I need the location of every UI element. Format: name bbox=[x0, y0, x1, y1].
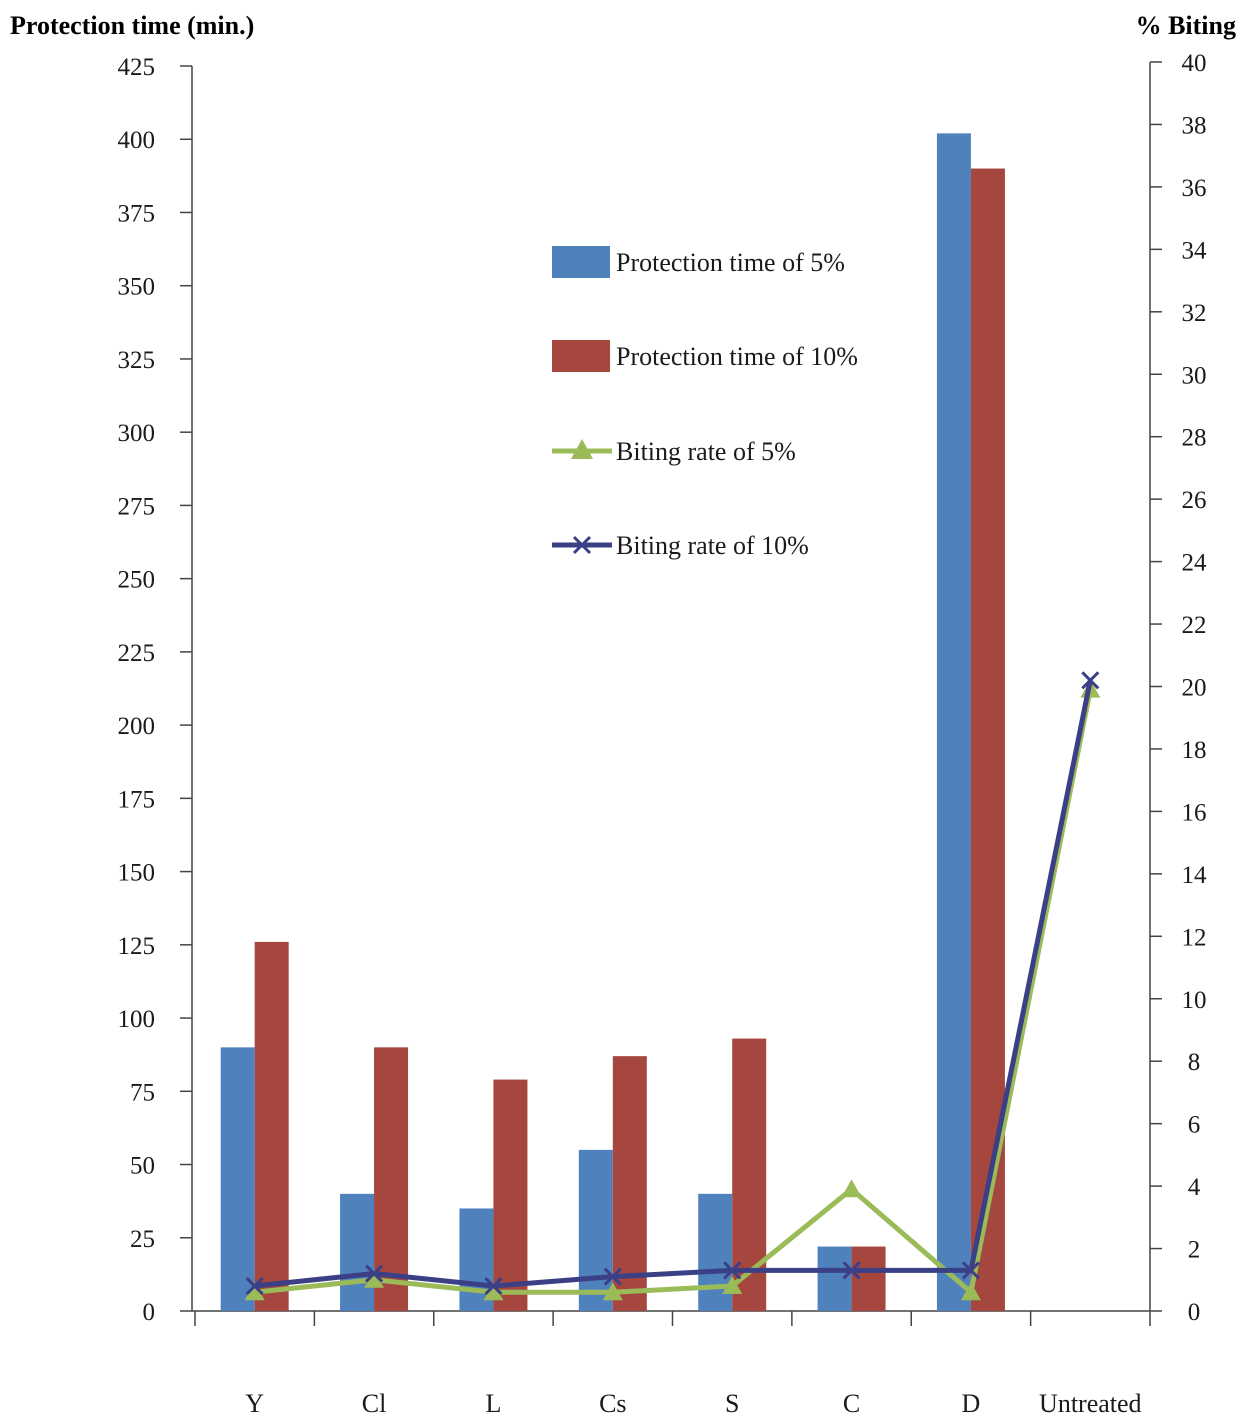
bar bbox=[817, 1246, 852, 1311]
bar bbox=[220, 1047, 255, 1311]
axes: 0255075100125150175200225250275300325350… bbox=[118, 50, 1208, 1418]
triangle-marker bbox=[483, 1282, 504, 1301]
y-right-tick-label: 28 bbox=[1182, 425, 1207, 452]
x-category-label: S bbox=[725, 1389, 739, 1418]
x-marker bbox=[245, 1276, 264, 1296]
legend-swatch bbox=[552, 246, 610, 278]
y-right-tick-label: 4 bbox=[1188, 1174, 1201, 1201]
legend-x-marker bbox=[572, 535, 592, 555]
y-right-tick-label: 8 bbox=[1188, 1049, 1201, 1076]
x-marker bbox=[723, 1261, 742, 1280]
legend: Protection time of 5% Protection time of … bbox=[552, 246, 858, 560]
x-marker bbox=[365, 1264, 384, 1283]
y-left-axis-title: Protection time (min.) bbox=[10, 11, 254, 40]
y-left-tick-label: 25 bbox=[130, 1226, 155, 1253]
bar bbox=[374, 1047, 409, 1311]
y-left-tick-label: 425 bbox=[118, 54, 156, 81]
y-right-tick-label: 36 bbox=[1182, 175, 1207, 202]
bar bbox=[340, 1193, 375, 1311]
y-right-tick-label: 26 bbox=[1182, 487, 1207, 514]
y-left-tick-label: 200 bbox=[118, 713, 156, 740]
lines bbox=[244, 671, 1101, 1301]
y-left-tick-label: 275 bbox=[118, 493, 156, 520]
y-left-tick-label: 350 bbox=[118, 274, 156, 301]
x-category-label: Y bbox=[245, 1389, 264, 1418]
bars bbox=[220, 133, 1005, 1311]
legend-label: Protection time of 5% bbox=[616, 248, 845, 277]
y-left-tick-label: 225 bbox=[118, 640, 156, 667]
x-category-label: Untreated bbox=[1039, 1389, 1142, 1418]
triangle-marker bbox=[841, 1179, 862, 1198]
triangle-marker bbox=[960, 1282, 981, 1301]
x-marker bbox=[961, 1261, 980, 1280]
bar bbox=[254, 941, 289, 1311]
y-right-tick-label: 30 bbox=[1182, 362, 1207, 389]
bar bbox=[578, 1149, 613, 1311]
y-left-tick-label: 125 bbox=[118, 933, 156, 960]
triangle-marker bbox=[364, 1269, 385, 1288]
bar bbox=[851, 1246, 886, 1311]
x-category-label: Cs bbox=[599, 1389, 626, 1418]
y-right-tick-label: 34 bbox=[1182, 237, 1208, 264]
y-left-tick-label: 375 bbox=[118, 200, 156, 227]
x-marker bbox=[1081, 671, 1100, 690]
y-left-tick-label: 400 bbox=[118, 127, 156, 154]
y-right-tick-label: 16 bbox=[1182, 799, 1207, 826]
x-category-label: L bbox=[485, 1389, 501, 1418]
legend-label: Biting rate of 10% bbox=[616, 531, 809, 560]
y-left-tick-label: 150 bbox=[118, 860, 156, 887]
y-right-tick-label: 6 bbox=[1188, 1112, 1201, 1139]
y-left-tick-label: 100 bbox=[118, 1006, 156, 1033]
y-left-tick-label: 75 bbox=[130, 1079, 155, 1106]
y-right-tick-label: 10 bbox=[1182, 987, 1207, 1014]
y-right-tick-label: 32 bbox=[1182, 300, 1207, 327]
y-left-tick-label: 250 bbox=[118, 567, 156, 594]
triangle-marker bbox=[602, 1282, 623, 1301]
legend-label: Biting rate of 5% bbox=[616, 437, 796, 466]
y-left-tick-label: 50 bbox=[130, 1153, 155, 1180]
triangle-marker bbox=[722, 1276, 743, 1295]
series-line bbox=[254, 679, 1093, 1289]
triangle-marker bbox=[244, 1282, 265, 1301]
y-left-tick-label: 300 bbox=[118, 420, 156, 447]
y-right-tick-label: 2 bbox=[1188, 1237, 1201, 1264]
legend-label: Protection time of 10% bbox=[616, 342, 858, 371]
x-marker bbox=[603, 1267, 622, 1286]
y-left-tick-label: 0 bbox=[143, 1299, 156, 1326]
y-left-tick-label: 325 bbox=[118, 347, 156, 374]
x-marker bbox=[484, 1276, 503, 1296]
y-right-tick-label: 12 bbox=[1182, 924, 1207, 951]
x-category-label: C bbox=[843, 1389, 860, 1418]
legend-triangle-marker bbox=[571, 439, 593, 459]
y-right-tick-label: 22 bbox=[1182, 612, 1207, 639]
x-category-label: D bbox=[962, 1389, 981, 1418]
legend-swatch bbox=[552, 340, 610, 372]
bar bbox=[493, 1079, 528, 1311]
y-right-axis-title: % Biting bbox=[1136, 11, 1236, 40]
bar bbox=[936, 133, 971, 1311]
bar bbox=[612, 1056, 647, 1311]
y-right-tick-label: 14 bbox=[1182, 862, 1208, 889]
y-right-tick-label: 40 bbox=[1182, 50, 1207, 77]
y-right-tick-label: 0 bbox=[1188, 1299, 1201, 1326]
y-right-tick-label: 18 bbox=[1182, 737, 1207, 764]
series-line bbox=[254, 689, 1093, 1295]
x-marker bbox=[842, 1261, 861, 1280]
y-right-tick-label: 20 bbox=[1182, 675, 1207, 702]
y-right-tick-label: 24 bbox=[1182, 550, 1208, 577]
x-category-label: Cl bbox=[362, 1389, 387, 1418]
y-left-tick-label: 175 bbox=[118, 786, 156, 813]
y-right-tick-label: 38 bbox=[1182, 112, 1207, 139]
